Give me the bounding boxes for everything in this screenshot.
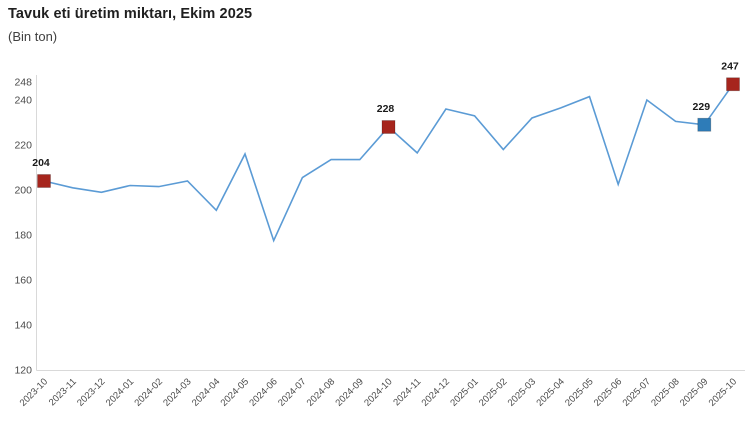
- x-axis-label: 2023-11: [47, 376, 79, 408]
- y-axis-label: 120: [14, 365, 32, 377]
- x-axis-label: 2025-07: [621, 376, 653, 408]
- x-axis-label: 2025-03: [506, 376, 538, 408]
- y-axis-label: 220: [14, 140, 32, 152]
- x-axis-label: 2024-02: [133, 376, 165, 408]
- data-point-label: 229: [693, 101, 711, 113]
- chart-subtitle: (Bin ton): [8, 29, 58, 44]
- y-axis-label: 180: [14, 230, 32, 242]
- y-axis-label: 140: [14, 320, 32, 332]
- y-axis-label: 248: [14, 77, 32, 89]
- data-point-marker: [37, 174, 51, 188]
- data-point-marker: [381, 120, 396, 134]
- x-axis-label: 2025-08: [649, 376, 681, 408]
- data-point-marker: [697, 117, 712, 132]
- data-point-marker: [726, 77, 740, 92]
- x-axis-label: 2024-06: [247, 376, 279, 408]
- x-axis-label: 2025-04: [534, 376, 566, 408]
- y-axis-label: 240: [14, 95, 32, 107]
- x-axis-label: 2024-05: [219, 376, 251, 408]
- x-axis-label: 2024-04: [190, 376, 222, 408]
- x-axis-label: 2024-01: [104, 376, 136, 408]
- x-axis-label: 2024-12: [420, 376, 452, 408]
- x-axis-label: 2024-11: [391, 376, 423, 408]
- x-axis-label: 2025-09: [678, 376, 710, 408]
- x-axis-label: 2024-08: [305, 376, 337, 408]
- chart-title: Tavuk eti üretim miktarı, Ekim 2025: [8, 6, 253, 22]
- data-point-label: 204: [32, 157, 50, 169]
- x-axis-label: 2024-07: [276, 376, 308, 408]
- x-axis-label: 2023-10: [18, 376, 50, 408]
- x-axis-label: 2025-06: [592, 376, 624, 408]
- data-point-label: 228: [377, 103, 395, 115]
- x-axis-label: 2024-10: [362, 376, 394, 408]
- x-axis-label: 2025-02: [477, 376, 509, 408]
- x-axis-label: 2024-09: [333, 376, 365, 408]
- data-point-label: 247: [721, 60, 739, 72]
- x-axis-label: 2025-10: [707, 376, 739, 408]
- x-axis-label: 2025-01: [448, 376, 480, 408]
- chart-header: Tavuk eti üretim miktarı, Ekim 2025 (Bin…: [8, 6, 252, 44]
- y-axis-label: 160: [14, 275, 32, 287]
- x-axis-label: 2025-05: [563, 376, 595, 408]
- x-axis-label: 2023-12: [75, 376, 107, 408]
- y-axis-label: 200: [14, 185, 32, 197]
- x-axis-label: 2024-03: [161, 376, 193, 408]
